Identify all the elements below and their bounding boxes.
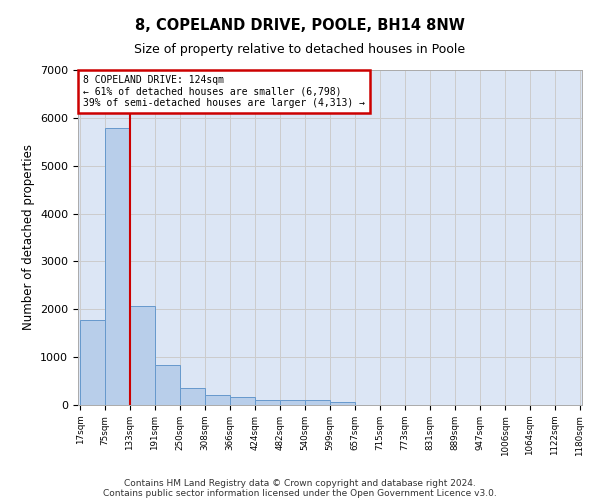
Bar bbox=[305, 400, 330, 405]
Bar bbox=[105, 128, 130, 405]
Bar bbox=[205, 396, 230, 405]
Text: Contains HM Land Registry data © Crown copyright and database right 2024.: Contains HM Land Registry data © Crown c… bbox=[124, 478, 476, 488]
Text: Contains public sector information licensed under the Open Government Licence v3: Contains public sector information licen… bbox=[103, 488, 497, 498]
Bar bbox=[280, 400, 305, 405]
Bar bbox=[80, 320, 105, 405]
Bar bbox=[230, 397, 255, 405]
Bar bbox=[180, 388, 205, 405]
Bar bbox=[255, 400, 280, 405]
Bar bbox=[130, 306, 155, 405]
Y-axis label: Number of detached properties: Number of detached properties bbox=[22, 144, 35, 330]
Text: 8, COPELAND DRIVE, POOLE, BH14 8NW: 8, COPELAND DRIVE, POOLE, BH14 8NW bbox=[135, 18, 465, 32]
Bar bbox=[330, 402, 355, 405]
Text: 8 COPELAND DRIVE: 124sqm
← 61% of detached houses are smaller (6,798)
39% of sem: 8 COPELAND DRIVE: 124sqm ← 61% of detach… bbox=[83, 75, 365, 108]
Text: Size of property relative to detached houses in Poole: Size of property relative to detached ho… bbox=[134, 42, 466, 56]
Bar bbox=[155, 366, 180, 405]
